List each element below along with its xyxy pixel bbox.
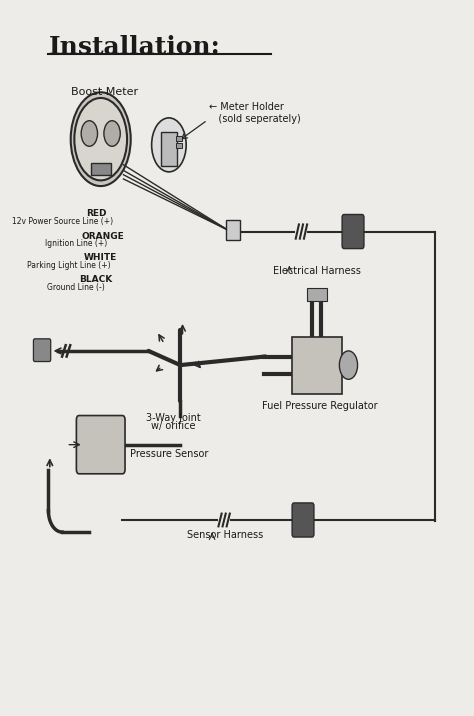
Text: ORANGE: ORANGE (82, 232, 124, 241)
Text: Pressure Sensor: Pressure Sensor (130, 450, 209, 460)
Text: Fuel Pressure Regulator: Fuel Pressure Regulator (262, 401, 378, 411)
Circle shape (74, 98, 127, 180)
Text: Electrical Harness: Electrical Harness (273, 266, 361, 276)
Text: BLACK: BLACK (80, 275, 113, 284)
Text: RED: RED (86, 209, 107, 218)
Text: WHITE: WHITE (84, 253, 118, 262)
Text: Ground Line (-): Ground Line (-) (47, 283, 105, 292)
Text: Parking Light Line (+): Parking Light Line (+) (27, 261, 111, 270)
Circle shape (152, 118, 186, 172)
Text: w/ orifice: w/ orifice (151, 421, 195, 431)
Bar (176, 135, 182, 141)
FancyBboxPatch shape (342, 215, 364, 248)
Text: 12v Power Source Line (+): 12v Power Source Line (+) (11, 217, 113, 226)
FancyBboxPatch shape (292, 503, 314, 537)
Bar (161, 132, 177, 166)
FancyBboxPatch shape (34, 339, 51, 362)
Circle shape (81, 121, 98, 146)
Text: Boost Meter: Boost Meter (71, 87, 138, 97)
Bar (292, 337, 342, 394)
Text: Sensor Harness: Sensor Harness (187, 530, 264, 540)
Text: Ignition Line (+): Ignition Line (+) (45, 239, 107, 248)
Bar (226, 221, 240, 240)
FancyBboxPatch shape (76, 415, 125, 474)
Text: Installation:: Installation: (48, 35, 220, 59)
Circle shape (71, 92, 131, 186)
Circle shape (104, 121, 120, 146)
Bar (176, 142, 182, 148)
Text: 3-Way Joint: 3-Way Joint (146, 412, 201, 422)
Bar (307, 289, 327, 301)
Text: ← Meter Holder
   (sold seperately): ← Meter Holder (sold seperately) (209, 102, 301, 124)
Bar (91, 163, 111, 175)
Circle shape (339, 351, 357, 379)
